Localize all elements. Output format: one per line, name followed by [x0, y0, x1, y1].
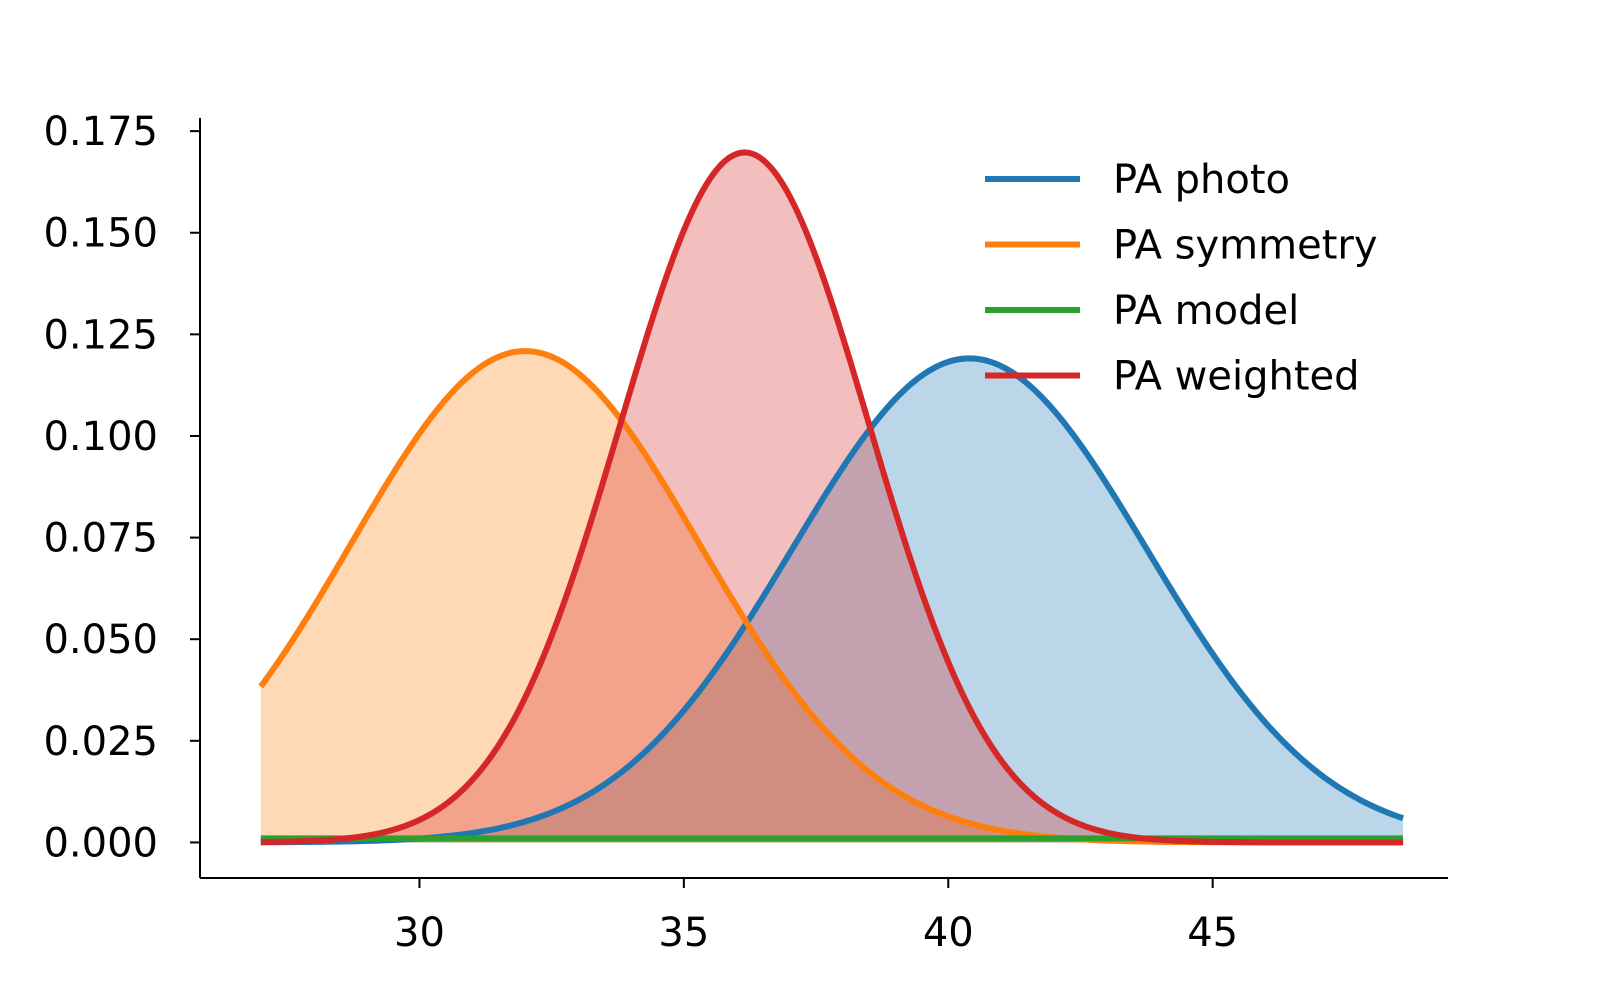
legend-label-pa-symmetry: PA symmetry	[1113, 223, 1378, 269]
x-tick-label: 30	[394, 910, 445, 956]
legend-label-pa-photo: PA photo	[1113, 157, 1290, 203]
legend: PA photo PA symmetry PA model PA weighted	[985, 157, 1378, 400]
x-tick-label: 40	[923, 910, 974, 956]
y-tick-label: 0.150	[43, 211, 158, 257]
legend-label-pa-weighted: PA weighted	[1113, 354, 1360, 400]
line-pa-weighted	[260, 149, 1404, 846]
axes	[199, 118, 1448, 879]
series-lines	[258, 149, 1405, 846]
area-pa-photo	[260, 358, 1404, 843]
area-pa-weighted	[260, 152, 1404, 843]
y-tick-label: 0.025	[43, 719, 158, 765]
y-tick-label: 0.175	[43, 109, 158, 155]
y-tick-label: 0.100	[43, 414, 158, 460]
legend-label-pa-model: PA model	[1113, 288, 1299, 334]
y-ticks: 0.000 0.025 0.050 0.075 0.100 0.125 0.150 0.175	[43, 109, 200, 866]
y-tick-label: 0.075	[43, 516, 158, 562]
area-pa-symmetry	[260, 351, 1404, 843]
y-tick-label: 0.125	[43, 312, 158, 358]
y-tick-label: 0.000	[43, 820, 158, 866]
x-tick-label: 35	[658, 910, 709, 956]
x-ticks: 30 35 40 45	[394, 878, 1238, 956]
x-tick-label: 45	[1187, 910, 1238, 956]
y-tick-label: 0.050	[43, 617, 158, 663]
